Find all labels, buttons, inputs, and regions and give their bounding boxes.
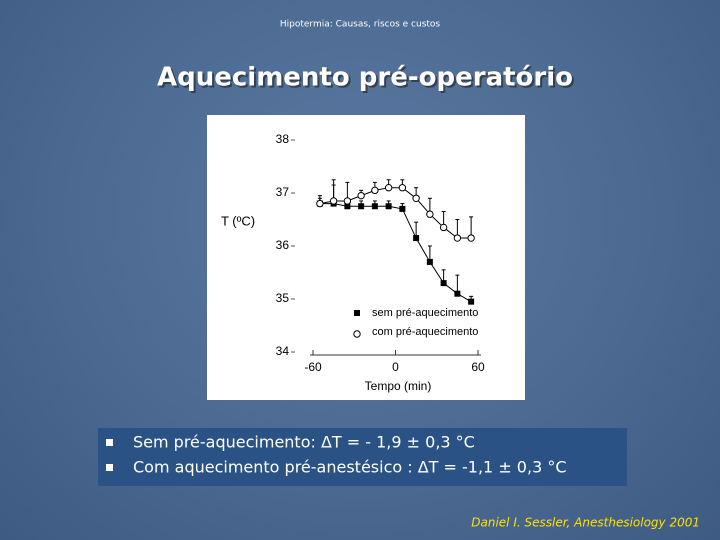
y-axis-label: T (ºC) xyxy=(221,213,255,228)
point xyxy=(371,186,379,195)
legend-label: com pré-aquecimento xyxy=(372,326,478,338)
y-tick-label: 35 xyxy=(276,291,290,305)
point xyxy=(329,197,338,205)
x-tick-label: -60 xyxy=(304,360,322,374)
y-tick-label: 36 xyxy=(276,238,290,252)
point xyxy=(385,203,392,210)
x-axis-label: Tempo (min) xyxy=(365,379,432,393)
point xyxy=(467,234,475,242)
legend-marker xyxy=(353,330,361,338)
legend-marker xyxy=(354,310,360,316)
point xyxy=(426,258,433,265)
point xyxy=(384,184,393,192)
label-box xyxy=(212,210,264,234)
y-tick-label: 38 xyxy=(276,132,290,146)
point xyxy=(358,203,365,210)
point xyxy=(344,203,351,210)
slide-title: Aquecimento pré-operatório xyxy=(157,63,573,93)
point xyxy=(399,205,406,212)
point xyxy=(453,234,462,242)
point xyxy=(357,191,365,200)
citation: Daniel I. Sessler, Anesthesiology 2001 xyxy=(471,516,700,530)
slide-header: Hipotermia: Causas, riscos e custos xyxy=(280,20,441,30)
bullet-icon xyxy=(106,439,113,446)
point xyxy=(440,280,447,287)
point xyxy=(426,210,434,218)
bullet-text: Sem pré-aquecimento: ΔT = - 1,9 ± 0,3 °C xyxy=(133,433,475,452)
point xyxy=(413,235,420,242)
y-tick-label: 34 xyxy=(276,344,290,358)
x-tick-label: 60 xyxy=(471,360,485,374)
x-tick-label: 0 xyxy=(392,360,399,374)
legend-label: sem pré-aquecimento xyxy=(372,307,478,319)
point xyxy=(371,203,378,210)
point xyxy=(316,199,324,208)
bullet-text: Com aquecimento pré-anestésico : ΔT = -1… xyxy=(133,458,567,477)
point xyxy=(398,184,407,192)
point xyxy=(343,197,352,205)
point xyxy=(468,298,475,305)
chart-image xyxy=(207,115,525,400)
title-shadow: Aquecimento pré-operatório xyxy=(159,65,575,95)
bullet-box xyxy=(98,428,627,486)
point xyxy=(412,194,420,203)
point xyxy=(439,223,448,232)
bullet-icon xyxy=(106,464,113,471)
y-tick-label: 37 xyxy=(276,185,290,199)
point xyxy=(454,290,461,297)
